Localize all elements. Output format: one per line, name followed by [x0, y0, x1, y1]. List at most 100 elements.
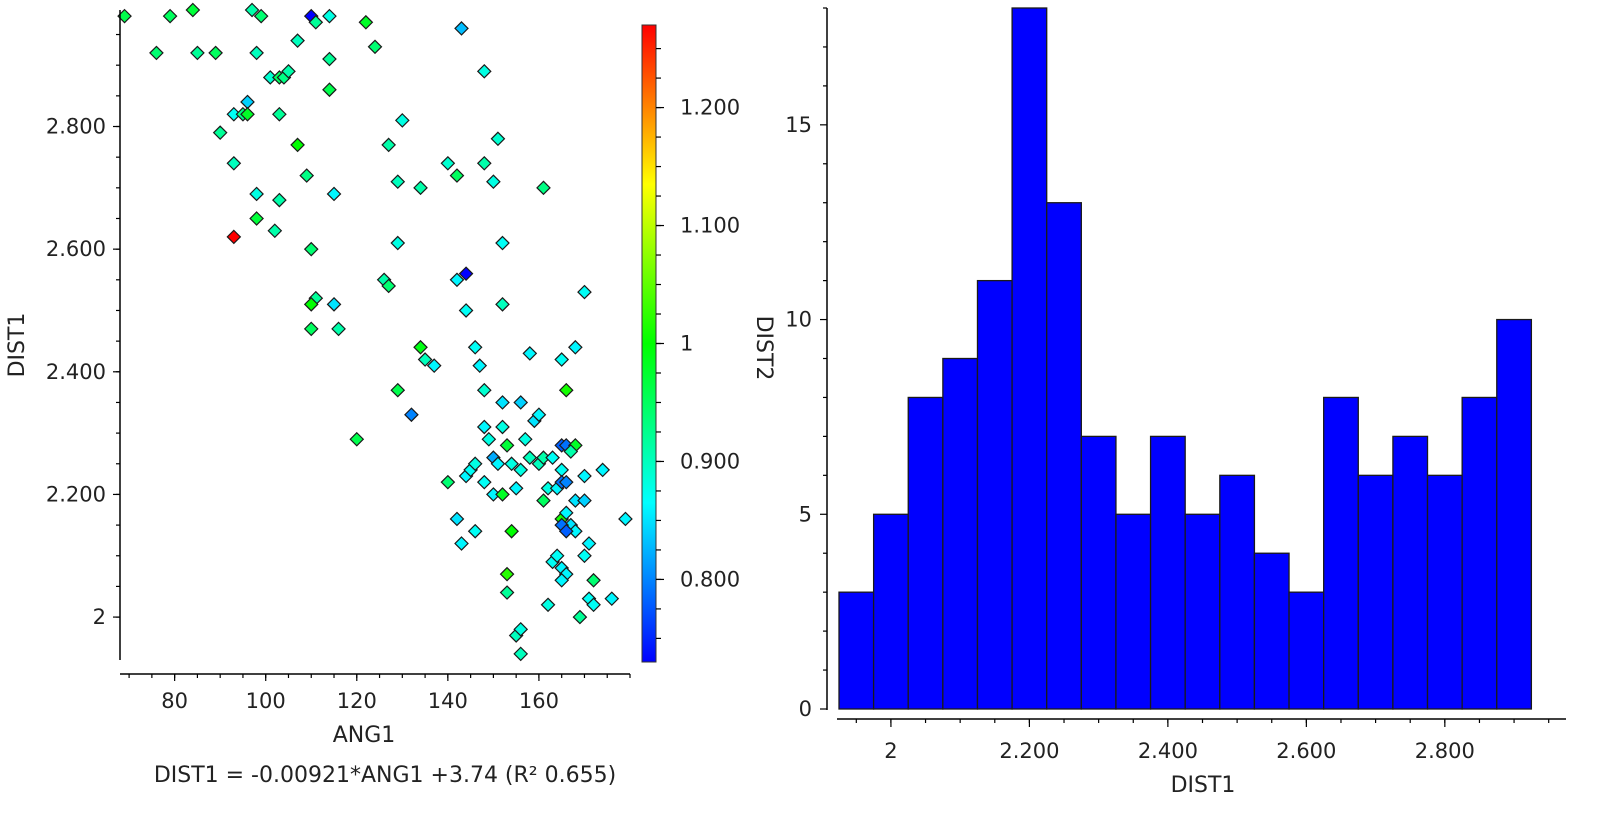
scatter-point — [417, 352, 433, 367]
scatter-point — [554, 352, 570, 367]
scatter-point — [308, 14, 324, 30]
scatter-x-tick-label: 140 — [428, 689, 468, 713]
colorbar-tick-label: 1.200 — [680, 96, 740, 120]
scatter-point — [513, 462, 529, 478]
scatter-point — [331, 321, 346, 337]
scatter-y-tick-label: 2 — [93, 605, 106, 629]
scatter-chart: 2 2.200 2.400 2.600 2.800 80 100 120 140 160 ANG… — [5, 2, 633, 788]
histogram-bar — [1461, 396, 1498, 710]
scatter-point — [440, 474, 456, 490]
scatter-y-tick-label: 2.400 — [46, 360, 106, 384]
scatter-point — [513, 646, 529, 662]
scatter-point — [618, 511, 633, 527]
scatter-point — [499, 566, 515, 582]
scatter-point — [536, 180, 551, 196]
scatter-point — [272, 192, 287, 208]
histogram-bar — [838, 591, 875, 710]
histogram-y-axis-title: DIST2 — [751, 316, 776, 381]
histogram-bar — [976, 279, 1013, 710]
scatter-point — [240, 106, 255, 122]
scatter-point — [467, 523, 483, 539]
histogram-bar — [1149, 435, 1186, 710]
scatter-point — [358, 14, 374, 30]
scatter-point — [595, 462, 611, 478]
scatter-point — [572, 609, 588, 625]
scatter-point — [490, 456, 506, 472]
scatter-point — [281, 63, 296, 79]
histogram-bar — [1357, 474, 1394, 710]
scatter-point — [458, 266, 474, 282]
histogram-bars — [838, 7, 1533, 710]
scatter-point — [545, 450, 560, 465]
scatter-point — [290, 137, 305, 153]
colorbar-gradient — [641, 24, 657, 663]
histogram-bar — [1115, 513, 1152, 710]
scatter-point — [549, 548, 565, 564]
scatter-point — [476, 474, 492, 490]
scatter-point — [467, 339, 483, 355]
scatter-point — [454, 21, 469, 36]
scatter-point — [149, 45, 164, 61]
scatter-point — [495, 296, 510, 312]
scatter-point — [413, 339, 428, 355]
histogram-x-tick-label: 2.800 — [1415, 739, 1475, 763]
scatter-point — [499, 438, 515, 453]
histogram-y-tick-label: 15 — [785, 113, 812, 137]
histogram-y-tick-label: 5 — [799, 502, 812, 526]
scatter-point — [390, 382, 406, 398]
histogram-bar — [1011, 7, 1048, 710]
scatter-point — [504, 523, 519, 539]
scatter-point — [249, 45, 264, 61]
histogram-bar — [1392, 435, 1429, 710]
histogram-bar — [942, 357, 979, 710]
histogram-x-tick-label: 2.200 — [999, 739, 1059, 763]
histogram-x-axis-title: DIST1 — [1171, 773, 1236, 798]
scatter-point — [499, 585, 515, 600]
scatter-point — [577, 548, 592, 564]
scatter-point — [212, 125, 228, 140]
scatter-point — [476, 419, 492, 435]
scatter-point — [508, 480, 524, 496]
scatter-point — [586, 597, 601, 613]
histogram-y-tick-label: 0 — [799, 697, 812, 721]
histogram-x-tick-label: 2.400 — [1138, 739, 1198, 763]
scatter-point — [303, 296, 319, 312]
scatter-point — [495, 235, 510, 251]
scatter-point — [249, 186, 264, 202]
scatter-point — [495, 395, 510, 410]
colorbar-tick-label: 0.900 — [680, 449, 740, 473]
scatter-point — [513, 395, 529, 410]
scatter-point — [226, 229, 242, 245]
scatter-point — [426, 358, 442, 374]
scatter-point — [440, 155, 456, 171]
scatter-point — [513, 621, 529, 637]
scatter-point — [476, 382, 492, 398]
scatter-point — [604, 591, 620, 607]
colorbar-tick-label: 0.800 — [680, 567, 740, 591]
scatter-point — [563, 444, 579, 459]
histogram-bar — [1253, 552, 1290, 710]
scatter-point — [476, 155, 492, 171]
scatter-point — [390, 235, 406, 251]
scatter-x-tick-label: 100 — [246, 689, 286, 713]
scatter-y-tick-label: 2.200 — [46, 482, 106, 506]
scatter-y-axis-title: DIST1 — [5, 313, 30, 378]
histogram-bar — [907, 396, 944, 710]
scatter-point — [390, 174, 406, 190]
colorbar-tick-label: 1.100 — [680, 214, 740, 238]
histogram-bar — [1496, 318, 1533, 710]
scatter-x-tick-label: 80 — [161, 689, 188, 713]
scatter-point — [490, 131, 506, 147]
regression-equation: DIST1 = -0.00921*ANG1 +3.74 (R² 0.655) — [154, 763, 616, 788]
scatter-point — [244, 2, 260, 18]
scatter-point — [381, 137, 397, 153]
colorbar: 0.800 0.900 1 1.100 1.200 — [641, 24, 740, 663]
scatter-point — [554, 462, 570, 478]
scatter-point — [208, 45, 223, 61]
scatter-point — [581, 536, 597, 551]
scatter-point — [367, 39, 383, 55]
scatter-point — [303, 321, 319, 337]
scatter-point — [326, 186, 342, 202]
scatter-point — [303, 241, 319, 257]
scatter-point — [454, 536, 469, 551]
